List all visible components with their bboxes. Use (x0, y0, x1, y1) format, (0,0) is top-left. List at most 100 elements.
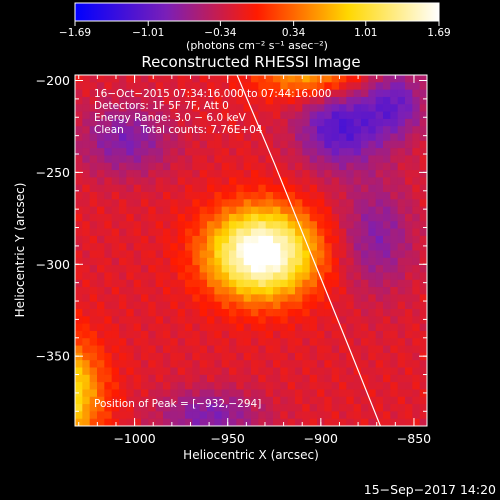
heatmap-cell (170, 221, 179, 230)
heatmap-cell (258, 330, 267, 339)
heatmap-cell (207, 235, 215, 244)
heatmap-cell (295, 75, 303, 83)
heatmap-cell (75, 206, 83, 215)
heatmap-cell (346, 177, 355, 186)
heatmap-cell (273, 265, 281, 274)
heatmap-cell (207, 396, 215, 405)
heatmap-cell (141, 118, 149, 127)
heatmap-cell (287, 177, 296, 186)
heatmap-cell (419, 250, 427, 259)
heatmap-cell (295, 338, 303, 347)
heatmap-cell (133, 301, 142, 310)
heatmap-cell (236, 287, 245, 295)
heatmap-cell (317, 352, 325, 361)
heatmap-cell (199, 265, 208, 274)
heatmap-cell (390, 235, 399, 244)
heatmap-cell (375, 89, 384, 98)
heatmap-cell (295, 170, 303, 178)
heatmap-cell (155, 345, 164, 354)
heatmap-cell (163, 213, 171, 222)
heatmap-cell (148, 243, 157, 252)
heatmap-cell (258, 257, 267, 266)
heatmap-cell (141, 360, 149, 369)
heatmap-cell (155, 148, 164, 157)
heatmap-cell (126, 287, 135, 295)
heatmap-cell (405, 374, 413, 383)
heatmap-cell (177, 418, 186, 426)
heatmap-cell (265, 323, 274, 332)
heatmap-cell (251, 148, 259, 157)
heatmap-cell (155, 162, 164, 171)
heatmap-cell (287, 389, 296, 398)
heatmap-cell (97, 118, 105, 127)
heatmap-cell (324, 104, 333, 113)
heatmap-cell (133, 75, 142, 83)
heatmap-cell (148, 170, 157, 178)
heatmap-cell (383, 257, 391, 266)
heatmap-cell (273, 345, 281, 354)
heatmap-cell (185, 118, 193, 127)
heatmap-cell (302, 140, 311, 149)
heatmap-cell (126, 148, 135, 157)
heatmap-cell (119, 82, 127, 91)
heatmap-cell (82, 126, 91, 135)
heatmap-cell (229, 192, 237, 200)
heatmap-cell (155, 250, 164, 259)
heatmap-cell (353, 133, 362, 142)
heatmap-cell (397, 294, 406, 303)
heatmap-cell (119, 404, 127, 412)
heatmap-cell (368, 382, 377, 391)
heatmap-cell (309, 111, 318, 120)
heatmap-cell (375, 177, 384, 186)
heatmap-cell (170, 192, 179, 200)
heatmap-cell (207, 345, 215, 354)
heatmap-cell (383, 330, 391, 339)
heatmap-cell (302, 206, 311, 215)
heatmap-cell (302, 389, 311, 398)
heatmap-cell (177, 323, 186, 332)
heatmap-cell (185, 257, 193, 266)
heatmap-cell (170, 140, 179, 149)
heatmap-cell (221, 250, 230, 259)
heatmap-cell (368, 396, 377, 405)
heatmap-cell (280, 104, 289, 113)
heatmap-cell (295, 404, 303, 412)
heatmap-cell (405, 155, 413, 164)
heatmap-cell (265, 338, 274, 347)
heatmap-cell (89, 338, 98, 347)
heatmap-cell (302, 162, 311, 171)
heatmap-cell (192, 374, 201, 383)
heatmap-cell (75, 155, 83, 164)
heatmap-cell (412, 89, 421, 98)
heatmap-cell (331, 126, 340, 135)
heatmap-cell (331, 213, 340, 222)
heatmap-cell (273, 257, 281, 266)
heatmap-cell (368, 96, 377, 105)
heatmap-cell (412, 272, 421, 281)
heatmap-cell (82, 221, 91, 230)
heatmap-cell (273, 148, 281, 157)
heatmap-cell (295, 177, 303, 186)
heatmap-cell (375, 418, 384, 426)
heatmap-cell (119, 309, 127, 317)
heatmap-cell (236, 140, 245, 149)
heatmap-cell (353, 170, 362, 178)
heatmap-cell (141, 367, 149, 376)
heatmap-cell (405, 330, 413, 339)
heatmap-cell (177, 294, 186, 303)
heatmap-cell (75, 316, 83, 325)
heatmap-cell (397, 316, 406, 325)
heatmap-cell (368, 345, 377, 354)
heatmap-cell (185, 411, 193, 420)
heatmap-cell (361, 243, 369, 252)
heatmap-cell (177, 411, 186, 420)
heatmap-cell (317, 389, 325, 398)
heatmap-cell (412, 360, 421, 369)
heatmap-cell (141, 396, 149, 405)
heatmap-cell (199, 257, 208, 266)
heatmap-cell (221, 243, 230, 252)
heatmap-cell (199, 389, 208, 398)
heatmap-cell (258, 250, 267, 259)
heatmap-cell (346, 287, 355, 295)
heatmap-cell (317, 155, 325, 164)
